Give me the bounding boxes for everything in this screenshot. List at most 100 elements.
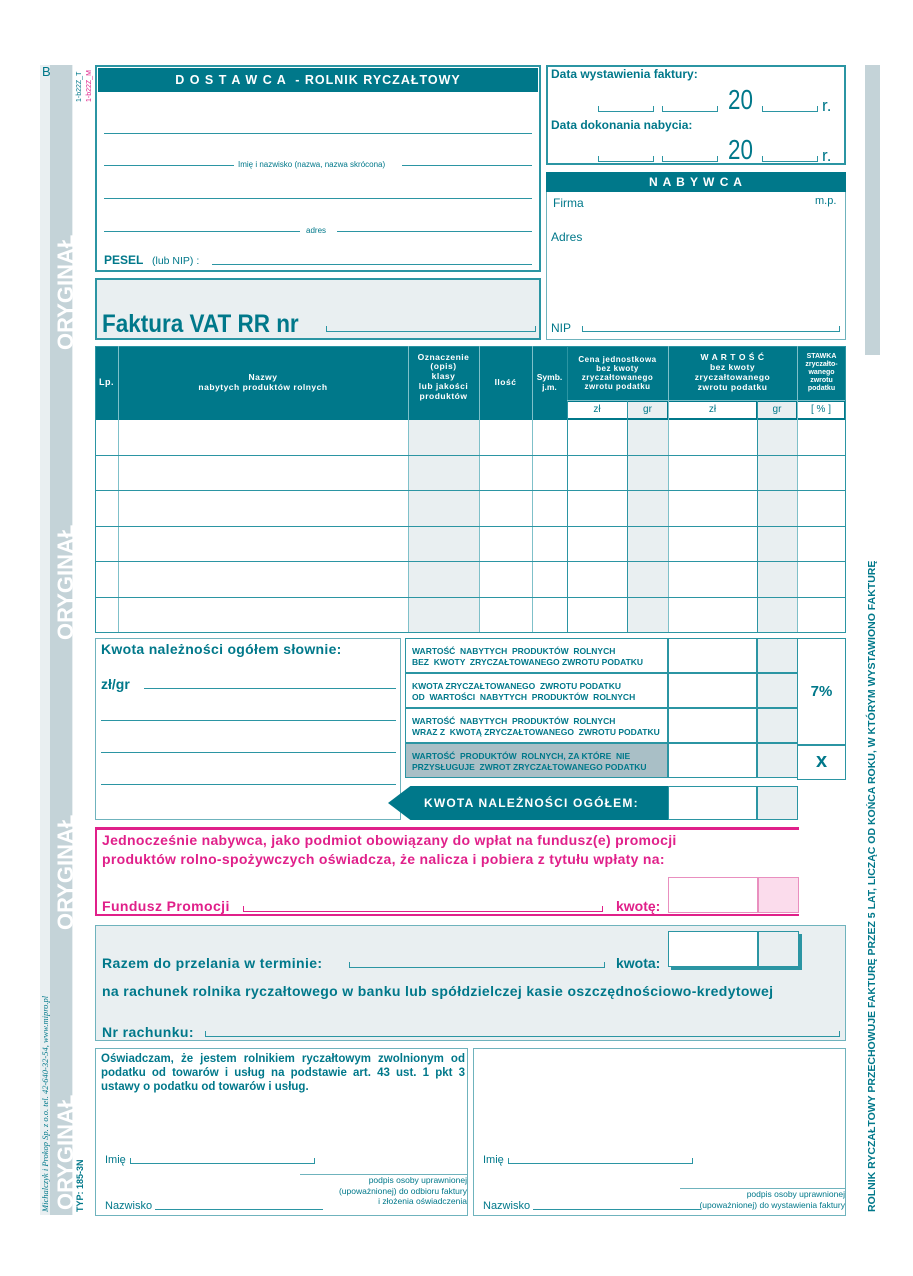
purchase-year-suffix: r. xyxy=(822,146,832,165)
purchase-date-label: Data dokonania nabycia: xyxy=(551,118,693,132)
pesel-field[interactable] xyxy=(212,264,532,265)
right-first-name-label: Imię xyxy=(483,1154,504,1166)
fund-name-field[interactable] xyxy=(243,906,603,912)
summary-gr-cell[interactable] xyxy=(757,638,798,673)
price-gr: gr xyxy=(628,402,667,418)
watermark-band xyxy=(50,65,72,1215)
summary-zl-cell[interactable] xyxy=(668,743,757,778)
left-last-name-label: Nazwisko xyxy=(105,1200,153,1212)
purchase-year-prefix: 20 xyxy=(728,134,753,165)
buyer-address-label: Adres xyxy=(551,230,583,244)
column-divider xyxy=(797,346,798,632)
pesel-sub: (lub NIP) : xyxy=(152,255,200,267)
transfer-gr[interactable] xyxy=(758,931,799,967)
dates-box xyxy=(546,65,846,165)
right-first-name-field[interactable] xyxy=(508,1158,693,1164)
fund-label: Fundusz Promocji xyxy=(102,898,230,914)
summary-zl-cell[interactable] xyxy=(668,673,757,708)
right-last-name-label: Nazwisko xyxy=(483,1200,531,1212)
table-row-divider xyxy=(95,454,846,456)
transfer-zl[interactable] xyxy=(668,931,758,967)
not-applicable-mark: x xyxy=(797,745,846,780)
col-qty: Ilość xyxy=(494,376,517,387)
account-label: Nr rachunku: xyxy=(102,1024,194,1040)
transfer-amount-label: kwota: xyxy=(616,955,661,971)
issue-day-field[interactable] xyxy=(598,106,654,112)
declaration-box xyxy=(95,1048,468,1216)
account-field[interactable] xyxy=(205,1031,840,1037)
invoice-number-box xyxy=(95,278,541,340)
left-first-name-field[interactable] xyxy=(130,1158,315,1164)
fund-box xyxy=(95,827,799,916)
amount-words-label: Kwota należności ogółem słownie: xyxy=(101,641,342,657)
col-lp: Lp. xyxy=(99,377,114,388)
left-signature-caption: podpis osoby uprawnionej (upoważnionej) … xyxy=(300,1174,467,1207)
fund-gr[interactable] xyxy=(758,877,799,913)
purchase-month-field[interactable] xyxy=(662,156,718,162)
fund-zl[interactable] xyxy=(668,877,758,913)
summary-zl-cell[interactable] xyxy=(668,708,757,743)
left-last-name-field[interactable] xyxy=(155,1209,323,1210)
buyer-nip-field[interactable] xyxy=(582,326,840,332)
watermark: ORYGINAŁ xyxy=(53,524,78,640)
supplier-box xyxy=(95,65,541,272)
code-m: 1-b22Z_M xyxy=(86,70,93,102)
summary-row-nonrefund: WARTOŚĆ PRODUKTÓW ROLNYCH, ZA KTÓRE NIE … xyxy=(405,743,668,778)
left-first-name-label: Imię xyxy=(105,1154,126,1166)
summary-gr-cell[interactable] xyxy=(757,743,798,778)
right-last-name-field[interactable] xyxy=(533,1209,701,1210)
supplier-title: D O S T A W C A - ROLNIK RYCZAŁTOWY xyxy=(98,68,538,92)
retention-note: ROLNIK RYCZAŁTOWY PRZECHOWUJE FAKTURĘ PR… xyxy=(866,560,878,1212)
form-type: TYP: 185-3N xyxy=(75,1159,85,1212)
issue-date-label: Data wystawienia faktury: xyxy=(551,67,698,81)
column-divider xyxy=(532,346,533,632)
purchase-day-field[interactable] xyxy=(598,156,654,162)
pesel-label: PESEL xyxy=(104,253,144,267)
table-row-divider xyxy=(95,525,846,527)
summary-row-gross: WARTOŚĆ NABYTYCH PRODUKTÓW ROLNYCH WRAZ … xyxy=(405,708,668,743)
col-value: W A R T O Ś Ć bez kwoty zryczałtowanego … xyxy=(694,352,771,392)
issue-year-prefix: 20 xyxy=(728,84,753,115)
total-zl[interactable] xyxy=(668,786,757,820)
total-gr[interactable] xyxy=(757,786,798,820)
watermark: ORYGINAŁ xyxy=(53,814,78,930)
fund-text: Jednocześnie nabywca, jako podmiot obowi… xyxy=(102,832,677,867)
column-divider xyxy=(757,400,758,632)
value-gr: gr xyxy=(758,402,796,418)
invoice-title: Faktura VAT RR nr xyxy=(102,310,299,338)
issue-year-field[interactable] xyxy=(762,106,818,112)
declaration-text: Oświadczam, że jestem rolnikiem ryczałto… xyxy=(101,1053,465,1093)
rate-pct: [ % ] xyxy=(798,402,844,418)
table-row-divider xyxy=(95,490,846,491)
right-band xyxy=(865,65,880,355)
value-zl: zł xyxy=(669,402,756,418)
buyer-nip-label: NIP xyxy=(551,321,572,335)
purchase-year-field[interactable] xyxy=(762,156,818,162)
buyer-box xyxy=(546,172,846,340)
copy-letter: B xyxy=(42,64,51,79)
column-divider xyxy=(627,400,628,632)
issue-year-suffix: r. xyxy=(822,96,832,115)
col-unit: Symb. j.m. xyxy=(536,371,563,392)
summary-row-net: WARTOŚĆ NABYTYCH PRODUKTÓW ROLNYCH BEZ K… xyxy=(405,638,668,673)
col-price: Cena jednostkowa bez kwoty zryczałtowane… xyxy=(578,354,657,392)
price-zl: zł xyxy=(567,402,627,418)
summary-gr-cell[interactable] xyxy=(757,673,798,708)
transfer-date-field[interactable] xyxy=(349,962,605,968)
summary-zl-cell[interactable] xyxy=(668,638,757,673)
col-class: Oznaczenie (opis) klasy lub jakości prod… xyxy=(417,351,470,401)
address-label: adres xyxy=(306,226,327,235)
name-label: Imię i nazwisko (nazwa, nazwa skrócona) xyxy=(238,160,386,169)
right-signature-caption: podpis osoby uprawnionej (upoważnionej) … xyxy=(680,1188,845,1210)
zlgr-label: zł/gr xyxy=(101,676,130,692)
summary-gr-cell[interactable] xyxy=(757,708,798,743)
col-rate: STAWKA zryczałto- wanego zwrotu podatku xyxy=(805,352,838,393)
invoice-number-field[interactable] xyxy=(326,326,536,332)
total-label: KWOTA NALEŻNOŚCI OGÓŁEM: xyxy=(388,786,668,820)
code-t: 1-b22Z_T xyxy=(76,71,83,102)
col-name: Nazwy nabytych produktów rolnych xyxy=(198,371,328,392)
bank-text: na rachunek rolnika ryczałtowego w banku… xyxy=(102,983,774,999)
fund-amount-label: kwotę: xyxy=(616,898,661,914)
issuer-signature-box xyxy=(473,1048,846,1216)
issue-month-field[interactable] xyxy=(662,106,718,112)
